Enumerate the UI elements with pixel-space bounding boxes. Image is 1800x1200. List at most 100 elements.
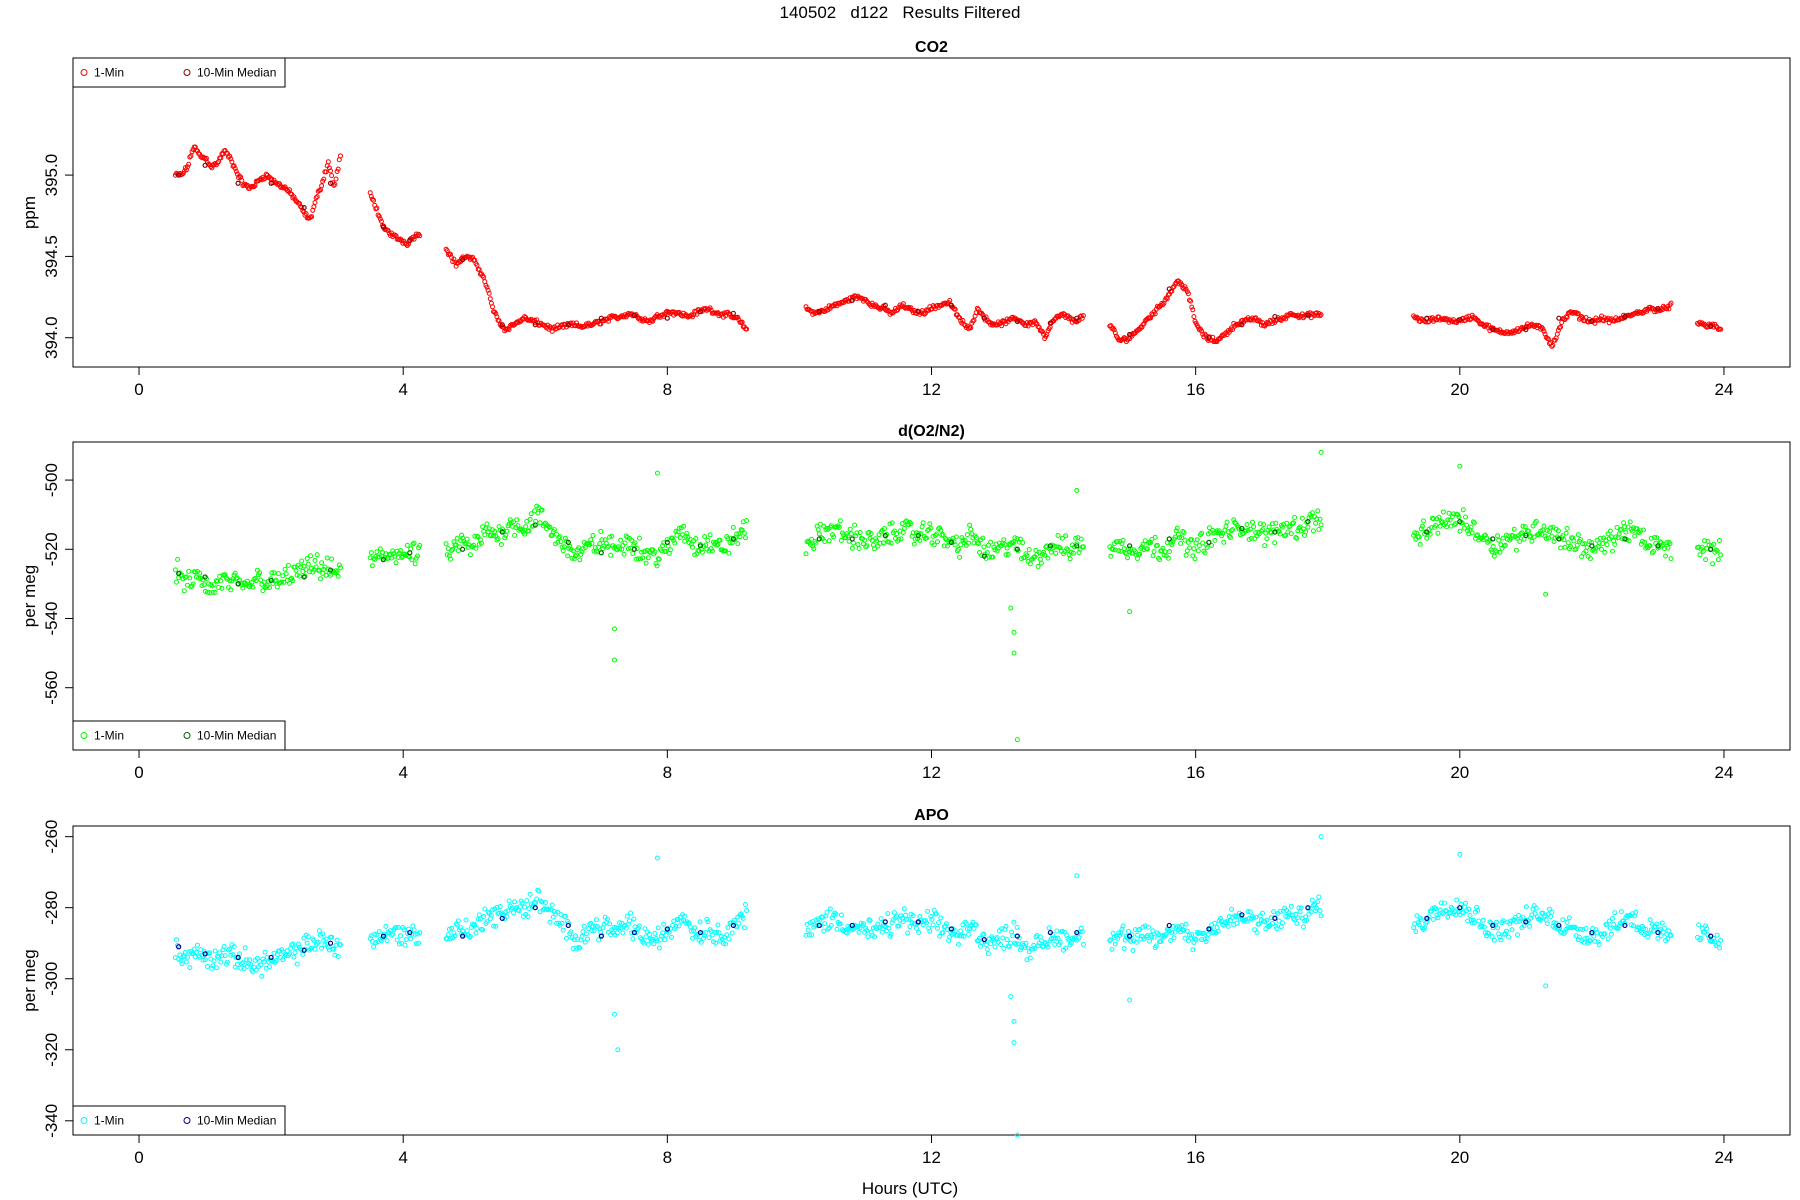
data-point-1min (1229, 528, 1234, 534)
data-point-10min-median (730, 310, 736, 316)
data-point-1min (231, 944, 237, 950)
data-point-1min (854, 530, 860, 536)
data-point-1min (248, 961, 254, 967)
data-point-1min (559, 920, 565, 926)
data-point-1min (1244, 522, 1250, 528)
data-point-1min (313, 195, 319, 201)
data-point-1min (1152, 534, 1158, 540)
data-point-1min (992, 944, 998, 950)
data-point-1min (1201, 930, 1207, 936)
x-tick-label: 0 (134, 1148, 143, 1167)
data-point-1min (1495, 925, 1501, 931)
data-point-1min (705, 919, 711, 925)
data-point-1min (895, 307, 901, 313)
data-point-1min (1110, 547, 1116, 553)
data-point-1min (1269, 521, 1275, 527)
data-point-10min-median (631, 312, 637, 318)
data-point-1min (855, 924, 861, 930)
data-point-1min (1194, 930, 1200, 935)
data-point-1min (205, 964, 210, 969)
data-point-10min-median (407, 929, 413, 936)
data-point-1min (640, 555, 646, 561)
data-point-1min (925, 528, 931, 533)
data-point-1min (197, 570, 203, 576)
data-point-1min (1125, 555, 1130, 561)
data-point-1min (1055, 533, 1061, 538)
data-point-1min (643, 934, 649, 940)
data-point-1min (304, 556, 310, 561)
data-point-1min (1502, 931, 1508, 937)
data-point-1min (730, 920, 736, 926)
data-point-1min (809, 932, 815, 938)
data-point-1min (947, 298, 953, 303)
data-point-1min (555, 539, 561, 545)
data-point-1min (228, 156, 234, 162)
data-point-10min-median (532, 522, 538, 528)
data-point-1min-outlier (654, 855, 660, 861)
data-point-1min (585, 936, 590, 942)
data-point-10min-median (598, 315, 604, 321)
data-point-1min (1454, 897, 1460, 903)
data-point-1min (450, 546, 456, 552)
data-point-1min (734, 531, 740, 537)
data-point-1min (212, 589, 218, 595)
data-point-1min (652, 931, 658, 936)
legend-median-marker (183, 69, 191, 76)
data-point-10min-median (499, 322, 505, 328)
data-point-1min (411, 927, 417, 933)
data-point-1min (269, 570, 275, 576)
data-point-1min (832, 910, 838, 916)
data-point-1min (590, 923, 596, 929)
data-point-1min (1718, 937, 1724, 943)
data-point-1min (494, 537, 500, 543)
data-point-1min (333, 176, 339, 182)
data-point-1min (557, 534, 563, 540)
data-point-1min-outlier (654, 470, 660, 476)
data-point-1min (377, 546, 383, 552)
data-point-1min (280, 957, 286, 963)
data-point-1min (1266, 524, 1272, 530)
data-point-1min (1310, 902, 1316, 908)
data-point-1min (1460, 507, 1466, 513)
data-point-1min (968, 325, 974, 331)
data-point-10min-median (664, 315, 670, 321)
data-point-1min (504, 528, 510, 534)
data-point-1min (676, 923, 682, 929)
data-point-1min (403, 937, 409, 943)
data-point-1min (495, 536, 501, 542)
data-point-1min (1063, 533, 1069, 539)
data-point-1min (1317, 313, 1323, 319)
data-point-1min (287, 951, 292, 957)
data-point-1min (970, 318, 976, 324)
data-point-10min-median (1206, 335, 1212, 341)
data-point-1min (617, 546, 623, 552)
data-point-1min (729, 930, 735, 936)
data-point-1min (579, 933, 585, 939)
data-point-10min-median (1074, 929, 1080, 936)
data-point-1min (1612, 910, 1618, 916)
data-point-1min (1486, 931, 1492, 937)
data-point-1min (369, 563, 375, 569)
data-point-1min (321, 566, 327, 572)
data-point-1min (1011, 316, 1017, 322)
data-point-1min (1602, 549, 1608, 555)
data-point-1min (562, 913, 568, 919)
data-point-1min (303, 211, 309, 217)
data-point-1min (1445, 914, 1451, 920)
data-point-1min (1309, 510, 1315, 516)
data-point-1min (920, 310, 926, 316)
data-point-1min (655, 925, 661, 931)
x-tick-label: 20 (1450, 1148, 1469, 1167)
data-point-10min-median (460, 257, 466, 263)
data-point-1min (980, 535, 986, 541)
data-point-1min (874, 538, 880, 544)
data-point-10min-median (1556, 536, 1562, 542)
data-point-1min (942, 536, 948, 541)
data-point-1min (958, 542, 964, 548)
data-point-1min (856, 546, 862, 551)
data-point-1min (413, 941, 419, 947)
data-point-1min (338, 942, 343, 948)
data-point-10min-median (1166, 922, 1172, 929)
data-point-1min (661, 921, 667, 927)
data-point-1min (1647, 917, 1653, 923)
